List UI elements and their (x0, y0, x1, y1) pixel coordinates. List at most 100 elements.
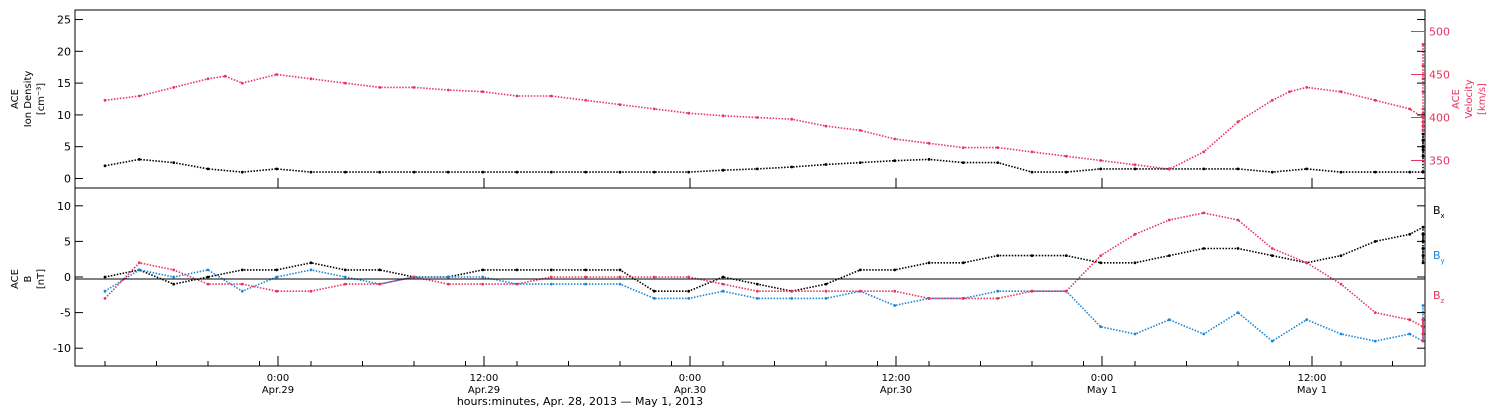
x-axis-title: hours:minutes, Apr. 28, 2013 — May 1, 20… (457, 395, 703, 408)
by-series-point (1339, 332, 1343, 336)
density-series-point (481, 170, 485, 174)
top-ylabel-line1: ACE (10, 89, 21, 109)
velocity-series-point (1305, 86, 1309, 89)
bx-series-point (378, 268, 382, 272)
velocity-series-point (961, 146, 965, 150)
bz-series-point (1421, 318, 1425, 322)
bz-series-point (343, 282, 347, 286)
bz-series-point (1236, 218, 1240, 222)
density-series-point (721, 168, 725, 172)
bx-series-point (1421, 247, 1425, 250)
by-series-point (1373, 339, 1377, 343)
velocity-series-point (240, 81, 244, 85)
density-series-point (1202, 167, 1206, 171)
velocity-series-point (1421, 43, 1425, 46)
velocity-series-point (206, 77, 210, 81)
bz-series-point (858, 289, 862, 293)
bx-series-point (755, 282, 759, 286)
top-right-ytick-label: 500 (1429, 25, 1450, 38)
bx-series-point (652, 289, 656, 293)
by-series-point (1305, 318, 1309, 322)
velocity-series-point (1099, 159, 1103, 162)
bx-series-point (343, 268, 347, 272)
bx-series-point (584, 268, 588, 272)
legend-label: B (1433, 249, 1441, 262)
density-series-point (790, 165, 794, 169)
bx-series-point (961, 261, 965, 265)
bz-series-point (1421, 325, 1425, 329)
density-series-point (652, 170, 656, 174)
velocity-series-point (1202, 150, 1206, 154)
by-series-point (309, 268, 313, 272)
top-right-ylabel-line1: ACE (1451, 89, 1462, 109)
velocity-series-point (515, 94, 519, 98)
bx-series-point (618, 268, 622, 272)
legend-subscript: z (1441, 297, 1445, 305)
bz-series-point (1167, 218, 1171, 222)
bx-series-point (824, 282, 828, 286)
by-series-point (1236, 311, 1240, 314)
by-series-point (652, 297, 656, 300)
bz-series-point (1064, 289, 1068, 293)
density-series-point (1133, 167, 1137, 171)
top-ytick-label: 10 (57, 109, 71, 122)
velocity-series-point (1288, 90, 1291, 94)
velocity-series-point (996, 146, 1000, 150)
velocity-series (104, 44, 1424, 170)
bz-series-point (206, 282, 210, 286)
bz-series-point (893, 289, 897, 293)
top-ytick-label: 5 (64, 141, 71, 154)
velocity-series-point (549, 94, 553, 98)
bz-series-point (1421, 332, 1425, 336)
bx-series-point (1421, 254, 1425, 257)
legend-bz: Bz (1433, 289, 1445, 305)
density-series-point (1236, 167, 1240, 171)
legend-label: B (1433, 289, 1441, 302)
bz-series-point (652, 275, 656, 279)
bottom-ytick-label: 10 (57, 200, 71, 213)
bottom-ylabel-line2: B (23, 275, 34, 282)
bx-series-point (549, 268, 553, 272)
bx-series-point (893, 268, 897, 272)
density-series-point (240, 170, 244, 174)
velocity-series-point (172, 86, 176, 89)
bx-series-point (103, 275, 107, 279)
bz-series-point (721, 282, 725, 286)
bz-series-point (927, 297, 931, 300)
bottom-ylabel-line1: ACE (10, 269, 21, 289)
by-series-point (206, 268, 210, 272)
bx-series-point (1339, 254, 1343, 257)
density-series-point (1421, 148, 1425, 152)
velocity-series-point (412, 86, 416, 89)
bz-series-point (1339, 282, 1343, 286)
density-series-point (1421, 138, 1425, 142)
bz-series-point (687, 275, 691, 279)
velocity-series-point (824, 124, 828, 128)
bx-series (104, 225, 1424, 293)
velocity-series-point (1421, 120, 1425, 124)
velocity-series-point (790, 117, 794, 121)
bx-series-point (1373, 240, 1377, 243)
density-series-point (412, 170, 416, 174)
legend-label: B (1433, 204, 1441, 217)
bx-series-point (1099, 261, 1103, 265)
velocity-series-point (1373, 98, 1377, 102)
density-series-point (1099, 167, 1103, 171)
bottom-ylabel-line3: [nT] (36, 269, 47, 289)
by-series-point (1167, 318, 1171, 322)
bx-series-point (1064, 254, 1068, 257)
by-series (104, 269, 1424, 343)
bz-series-point (824, 289, 828, 293)
bx-series-point (687, 289, 691, 293)
bx-series-point (1408, 232, 1412, 236)
bz-series-point (1133, 232, 1137, 236)
velocity-series-point (343, 81, 347, 85)
bz-series-point (378, 282, 382, 286)
density-series-point (1339, 170, 1343, 174)
by-series-point (893, 304, 897, 307)
bz-series-point (790, 289, 794, 293)
bx-series-point (1236, 247, 1240, 250)
by-series-point (687, 297, 691, 300)
by-series-point (755, 297, 759, 300)
